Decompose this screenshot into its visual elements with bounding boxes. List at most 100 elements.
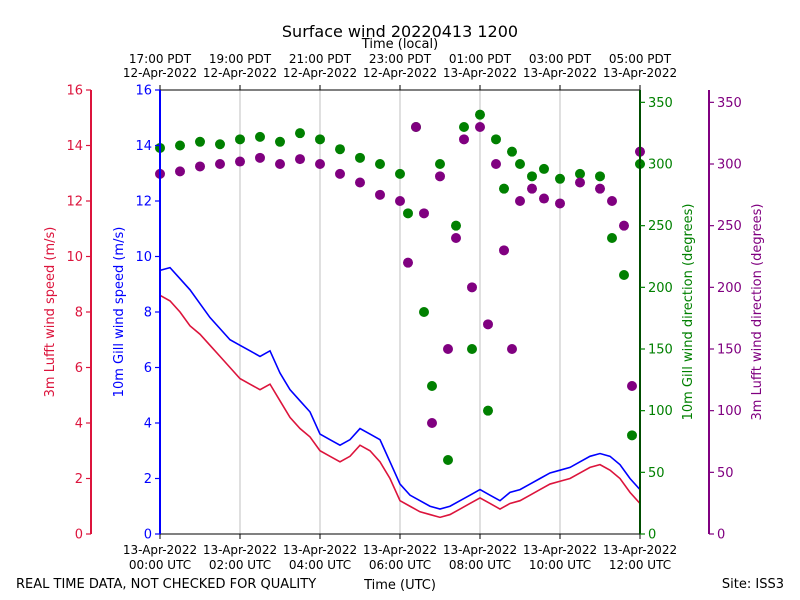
gill-dir-tick-label: 50 — [648, 466, 665, 481]
10m-gill-wind-direction-point — [507, 146, 517, 157]
x-axis-label: Time (UTC) — [363, 578, 436, 593]
3m-lufft-wind-direction-point — [595, 183, 605, 194]
gill-speed-tick-label: 4 — [144, 417, 152, 432]
3m-lufft-wind-direction-point — [427, 418, 437, 428]
10m-gill-wind-direction-point — [419, 307, 429, 317]
gill-speed-tick-label: 10 — [135, 250, 152, 265]
lufft-speed-tick-label: 8 — [75, 306, 83, 321]
top-tick-time: 03:00 PDT — [529, 52, 592, 66]
3m-lufft-wind-direction-point — [539, 193, 549, 204]
10m-gill-wind-direction-point — [491, 134, 501, 145]
lufft-dir-tick-label: 50 — [717, 466, 734, 481]
10m-gill-wind-direction-point — [607, 233, 617, 243]
10m-gill-wind-direction-point — [475, 109, 485, 120]
10m-gill-wind-direction-point — [575, 168, 585, 179]
gill-dir-tick-label: 250 — [648, 219, 673, 234]
x-tick-time: 00:00 UTC — [129, 558, 191, 572]
10m-gill-wind-direction-point — [335, 144, 345, 155]
3m-lufft-wind-direction-point — [475, 122, 485, 132]
lufft-speed-tick-label: 16 — [66, 84, 83, 99]
3m-lufft-wind-direction-point — [575, 177, 585, 188]
3m-lufft-wind-direction-point — [255, 152, 265, 163]
gill-dir-tick-label: 300 — [648, 158, 673, 173]
x-tick-date: 13-Apr-2022 — [363, 543, 437, 557]
gill-speed-tick-label: 6 — [144, 361, 152, 376]
10m-gill-wind-direction-point — [459, 122, 469, 132]
top-tick-date: 12-Apr-2022 — [363, 66, 437, 80]
3m-lufft-wind-direction-point — [195, 161, 205, 172]
3m-lufft-wind-direction-point — [467, 282, 477, 293]
lufft-dir-tick-label: 350 — [717, 96, 742, 111]
gill-dir-tick-label: 100 — [648, 404, 673, 419]
top-tick-time: 23:00 PDT — [369, 52, 432, 66]
lufft-speed-tick-label: 0 — [75, 528, 83, 543]
3m-lufft-wind-direction-point — [411, 122, 421, 132]
10m-gill-wind-direction-point — [435, 159, 445, 169]
lufft-dir-tick-label: 150 — [717, 343, 742, 358]
10m-gill-wind-direction-point — [619, 270, 629, 280]
3m-lufft-wind-direction-point — [375, 189, 385, 200]
10m-gill-wind-speed-line — [159, 266, 641, 510]
gill-speed-tick-label: 0 — [144, 528, 152, 543]
top-tick-date: 12-Apr-2022 — [123, 66, 197, 80]
3m-lufft-wind-direction-point — [295, 154, 305, 165]
gill-speed-tick-label: 16 — [135, 84, 152, 99]
gill-dir-tick-label: 200 — [648, 281, 673, 296]
10m-gill-wind-direction-point — [295, 128, 305, 139]
top-tick-date: 12-Apr-2022 — [283, 66, 357, 80]
3m-lufft-wind-speed-line — [159, 294, 641, 519]
x-tick-time: 08:00 UTC — [449, 558, 511, 572]
10m-gill-wind-direction-point — [443, 455, 453, 465]
10m-gill-wind-direction-point — [195, 136, 205, 147]
10m-gill-wind-direction-point — [427, 381, 437, 391]
3m-lufft-wind-direction-point — [355, 177, 365, 188]
x-tick-time: 12:00 UTC — [609, 558, 671, 572]
10m-gill-wind-direction-point — [527, 171, 537, 182]
3m-lufft-wind-direction-point — [315, 159, 325, 169]
3m-lufft-wind-direction-point — [175, 166, 185, 177]
3m-lufft-wind-direction-point — [443, 344, 453, 354]
top-tick-time: 05:00 PDT — [609, 52, 672, 66]
lufft-dir-tick-label: 250 — [717, 219, 742, 234]
lufft-speed-tick-label: 4 — [75, 417, 83, 432]
3m-lufft-wind-direction-point — [515, 196, 525, 206]
x-tick-time: 10:00 UTC — [529, 558, 591, 572]
3m-lufft-wind-direction-point — [627, 381, 637, 391]
10m-gill-wind-direction-point — [275, 136, 285, 147]
top-tick-time: 01:00 PDT — [449, 52, 512, 66]
10m-gill-wind-direction-point — [395, 168, 405, 179]
lufft-speed-tick-label: 12 — [66, 195, 83, 210]
x-tick-date: 13-Apr-2022 — [283, 543, 357, 557]
10m-gill-wind-direction-point — [403, 208, 413, 219]
10m-gill-wind-direction-point — [499, 183, 509, 194]
x-tick-time: 06:00 UTC — [369, 558, 431, 572]
3m-lufft-wind-direction-point — [275, 159, 285, 169]
3m-lufft-wind-direction-point — [527, 183, 537, 194]
lufft-dir-axis-label: 3m Lufft wind direction (degrees) — [750, 204, 765, 421]
gill-speed-axis-label: 10m Gill wind speed (m/s) — [112, 227, 127, 398]
chart-title: Surface wind 20220413 1200 — [282, 22, 518, 41]
3m-lufft-wind-direction-point — [483, 319, 493, 330]
3m-lufft-wind-direction-point — [451, 233, 461, 243]
x-tick-date: 13-Apr-2022 — [443, 543, 517, 557]
3m-lufft-wind-direction-point — [435, 171, 445, 182]
3m-lufft-wind-direction-point — [395, 196, 405, 206]
top-tick-date: 13-Apr-2022 — [523, 66, 597, 80]
lufft-dir-tick-label: 0 — [717, 528, 725, 543]
gill-dir-tick-label: 0 — [648, 528, 656, 543]
gill-dir-axis-label: 10m Gill wind direction (degrees) — [681, 204, 696, 421]
3m-lufft-wind-direction-point — [491, 159, 501, 169]
10m-gill-wind-direction-point — [467, 344, 477, 354]
x-tick-time: 04:00 UTC — [289, 558, 351, 572]
x-tick-date: 13-Apr-2022 — [203, 543, 277, 557]
gill-speed-tick-label: 12 — [135, 195, 152, 210]
10m-gill-wind-direction-point — [235, 134, 245, 145]
gill-dir-tick-label: 150 — [648, 343, 673, 358]
gill-dir-tick-label: 350 — [648, 96, 673, 111]
3m-lufft-wind-direction-point — [607, 196, 617, 206]
10m-gill-wind-direction-point — [595, 171, 605, 182]
x-tick-time: 02:00 UTC — [209, 558, 271, 572]
lufft-speed-axis-label: 3m Lufft wind speed (m/s) — [43, 227, 58, 398]
10m-gill-wind-direction-point — [255, 131, 265, 142]
3m-lufft-wind-direction-point — [403, 257, 413, 268]
